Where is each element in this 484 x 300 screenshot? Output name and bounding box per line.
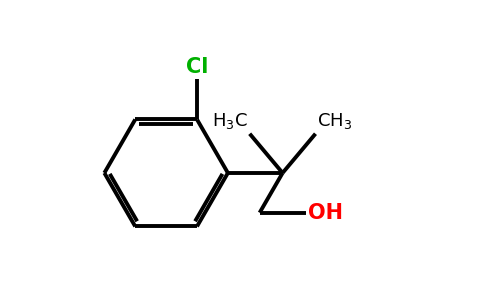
Text: CH$_3$: CH$_3$ <box>317 111 352 131</box>
Text: OH: OH <box>308 203 343 223</box>
Text: H$_3$C: H$_3$C <box>212 111 248 131</box>
Text: Cl: Cl <box>186 57 208 77</box>
